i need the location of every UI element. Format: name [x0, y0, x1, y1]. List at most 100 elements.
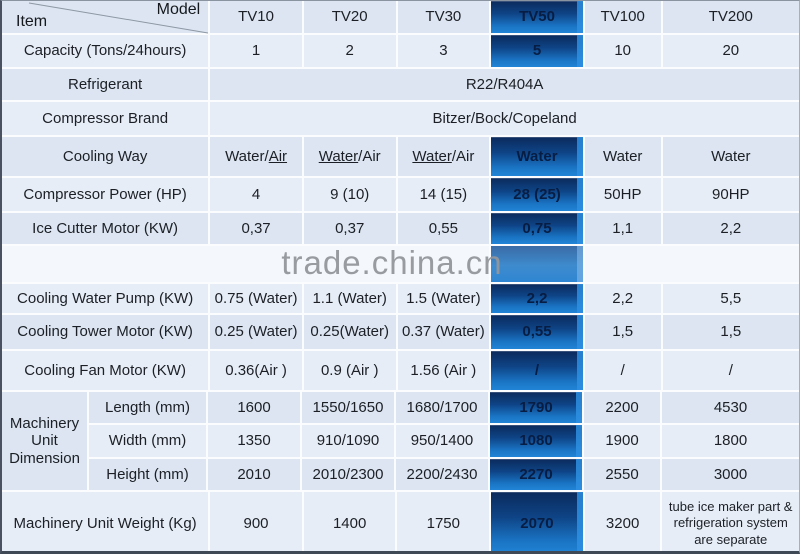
- cell-compressor-brand-merged: Bitzer/Bock/Copeland: [210, 102, 799, 135]
- cell-weight-tv200-note: tube ice maker part & refrigeration syst…: [662, 492, 799, 551]
- row-label-machinery-unit-weight: Machinery Unit Weight (Kg): [2, 492, 211, 551]
- cell-weight-tv20: 1400: [303, 492, 398, 551]
- cell-ice-cutter-tv10: 0,37: [210, 213, 304, 244]
- cell-width-tv20: 910/1090: [302, 425, 396, 457]
- row-label-cooling-fan-motor: Cooling Fan Motor (KW): [2, 351, 211, 390]
- cell-tower-motor-tv100: 1,5: [584, 315, 663, 349]
- cooling-fan-motor-row: Cooling Fan Motor (KW) 0.36(Air ) 0.9 (A…: [2, 351, 799, 392]
- cell-ice-cutter-tv30: 0,55: [397, 213, 492, 244]
- column-header-tv200: TV200: [662, 1, 799, 33]
- row-label-length: Length (mm): [89, 392, 208, 423]
- cell-compressor-power-tv10: 4: [210, 178, 304, 211]
- cell-water-pump-tv10: 0.75 (Water): [210, 284, 304, 313]
- cell-height-tv30: 2200/2430: [396, 459, 490, 490]
- cell-water-pump-tv50: 2,2: [491, 284, 585, 313]
- cell-compressor-power-tv30: 14 (15): [397, 178, 492, 211]
- cell-width-tv30: 950/1400: [396, 425, 490, 457]
- cell-length-tv50: 1790: [490, 392, 584, 423]
- cell-fan-motor-tv20: 0.9 (Air ): [303, 351, 398, 390]
- dimension-sub-rows: Length (mm) 1600 1550/1650 1680/1700 179…: [89, 392, 799, 490]
- cell-tower-motor-tv20: 0.25(Water): [303, 315, 398, 349]
- capacity-row: Capacity (Tons/24hours) 1 2 3 5 10 20: [2, 35, 799, 69]
- cell-length-tv200: 4530: [662, 392, 799, 423]
- cell-height-tv50: 2270: [490, 459, 584, 490]
- column-header-tv10: TV10: [210, 1, 304, 33]
- cell-water-pump-tv20: 1.1 (Water): [303, 284, 398, 313]
- cell-ice-cutter-tv50: 0,75: [491, 213, 585, 244]
- cell-fan-motor-tv50: /: [491, 351, 585, 390]
- cell-length-tv30: 1680/1700: [396, 392, 490, 423]
- cell-length-tv20: 1550/1650: [302, 392, 396, 423]
- cell-capacity-tv200: 20: [662, 35, 799, 67]
- row-label-machinery-unit-dimension: Machinery Unit Dimension: [2, 392, 89, 490]
- cell-ice-cutter-tv100: 1,1: [584, 213, 663, 244]
- cell-width-tv10: 1350: [208, 425, 302, 457]
- cell-cooling-way-tv200: Water: [662, 137, 799, 176]
- cell-weight-tv10: 900: [210, 492, 304, 551]
- column-header-tv50-highlighted: TV50: [491, 1, 585, 33]
- cell-height-tv100: 2550: [584, 459, 662, 490]
- row-label-refrigerant: Refrigerant: [2, 69, 211, 100]
- column-header-tv100: TV100: [584, 1, 663, 33]
- cooling-water-pump-row: Cooling Water Pump (KW) 0.75 (Water) 1.1…: [2, 284, 799, 315]
- refrigerant-row: Refrigerant R22/R404A: [2, 69, 799, 102]
- cell-capacity-tv50: 5: [491, 35, 585, 67]
- cell-cooling-way-tv10: Water/Air: [210, 137, 304, 176]
- cooling-tower-motor-row: Cooling Tower Motor (KW) 0.25 (Water) 0.…: [2, 315, 799, 351]
- watermark-band-right: [584, 246, 799, 282]
- cell-water-pump-tv100: 2,2: [584, 284, 663, 313]
- cell-cooling-way-tv30: Water/Air: [397, 137, 492, 176]
- row-label-cooling-water-pump: Cooling Water Pump (KW): [2, 284, 211, 313]
- height-row: Height (mm) 2010 2010/2300 2200/2430 227…: [89, 459, 799, 490]
- cell-height-tv10: 2010: [208, 459, 302, 490]
- cooling-way-row: Cooling Way Water/Air Water/Air Water/Ai…: [2, 137, 799, 178]
- cell-compressor-power-tv100: 50HP: [584, 178, 663, 211]
- ice-cutter-motor-row: Ice Cutter Motor (KW) 0,37 0,37 0,55 0,7…: [2, 213, 799, 246]
- header-row: Model Item TV10 TV20 TV30 TV50 TV100 TV2…: [2, 1, 799, 35]
- model-header-label: Model: [156, 1, 201, 18]
- cell-cooling-way-tv50: Water: [491, 137, 585, 176]
- cell-cooling-way-tv100: Water: [584, 137, 663, 176]
- weight-row: Machinery Unit Weight (Kg) 900 1400 1750…: [2, 492, 799, 551]
- width-row: Width (mm) 1350 910/1090 950/1400 1080 1…: [89, 425, 799, 459]
- cell-length-tv10: 1600: [208, 392, 302, 423]
- cell-compressor-power-tv50: 28 (25): [491, 178, 585, 211]
- cell-capacity-tv30: 3: [397, 35, 492, 67]
- cell-capacity-tv100: 10: [584, 35, 663, 67]
- row-label-compressor-power: Compressor Power (HP): [2, 178, 211, 211]
- row-label-height: Height (mm): [89, 459, 208, 490]
- row-label-ice-cutter-motor: Ice Cutter Motor (KW): [2, 213, 211, 244]
- cell-width-tv200: 1800: [662, 425, 799, 457]
- watermark-band-row: [2, 246, 799, 284]
- cell-compressor-power-tv200: 90HP: [662, 178, 799, 211]
- cell-tower-motor-tv50: 0,55: [491, 315, 585, 349]
- row-label-compressor-brand: Compressor Brand: [2, 102, 211, 135]
- length-row: Length (mm) 1600 1550/1650 1680/1700 179…: [89, 392, 799, 425]
- cell-height-tv20: 2010/2300: [302, 459, 396, 490]
- compressor-power-row: Compressor Power (HP) 4 9 (10) 14 (15) 2…: [2, 178, 799, 213]
- cell-tower-motor-tv200: 1,5: [662, 315, 799, 349]
- cell-width-tv100: 1900: [584, 425, 662, 457]
- cell-capacity-tv10: 1: [210, 35, 304, 67]
- cell-ice-cutter-tv200: 2,2: [662, 213, 799, 244]
- watermark-band-left: [2, 246, 492, 282]
- cell-capacity-tv20: 2: [303, 35, 398, 67]
- diagonal-header-cell: Model Item: [2, 1, 211, 34]
- column-header-tv20: TV20: [303, 1, 398, 33]
- cell-width-tv50: 1080: [490, 425, 584, 457]
- cell-weight-tv30: 1750: [397, 492, 492, 551]
- column-header-tv30: TV30: [397, 1, 492, 33]
- compressor-brand-row: Compressor Brand Bitzer/Bock/Copeland: [2, 102, 799, 137]
- item-header-label: Item: [16, 12, 48, 30]
- cell-weight-tv100: 3200: [584, 492, 663, 551]
- cell-tower-motor-tv10: 0.25 (Water): [210, 315, 304, 349]
- cell-compressor-power-tv20: 9 (10): [303, 178, 398, 211]
- row-label-cooling-way: Cooling Way: [2, 137, 211, 176]
- cell-tower-motor-tv30: 0.37 (Water): [397, 315, 492, 349]
- cell-fan-motor-tv100: /: [584, 351, 663, 390]
- cell-height-tv200: 3000: [662, 459, 799, 490]
- cell-ice-cutter-tv20: 0,37: [303, 213, 398, 244]
- row-label-width: Width (mm): [89, 425, 208, 457]
- cell-length-tv100: 2200: [584, 392, 662, 423]
